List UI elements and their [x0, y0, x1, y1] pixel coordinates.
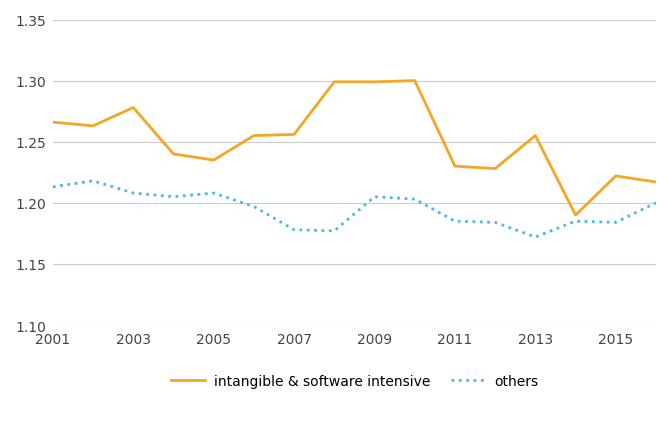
intangible & software intensive [370, 80, 378, 85]
intangible & software intensive [330, 80, 338, 85]
others [330, 229, 338, 234]
others [531, 235, 539, 240]
others [572, 219, 580, 224]
others [370, 194, 378, 200]
others [652, 201, 660, 206]
intangible & software intensive [531, 134, 539, 139]
others [290, 227, 298, 233]
intangible & software intensive [130, 105, 138, 111]
others [49, 185, 57, 190]
others [170, 194, 178, 200]
others [451, 219, 459, 224]
intangible & software intensive [49, 120, 57, 125]
intangible & software intensive [170, 152, 178, 157]
Line: others: others [53, 181, 656, 237]
others [89, 179, 97, 184]
others [250, 204, 258, 210]
intangible & software intensive [250, 134, 258, 139]
others [411, 197, 419, 202]
intangible & software intensive [652, 180, 660, 185]
intangible & software intensive [572, 213, 580, 218]
intangible & software intensive [89, 124, 97, 129]
others [209, 191, 217, 196]
intangible & software intensive [451, 164, 459, 169]
intangible & software intensive [491, 167, 499, 172]
Legend: intangible & software intensive, others: intangible & software intensive, others [165, 369, 544, 394]
intangible & software intensive [290, 132, 298, 138]
others [612, 220, 620, 225]
intangible & software intensive [612, 174, 620, 179]
Line: intangible & software intensive: intangible & software intensive [53, 82, 656, 216]
others [130, 191, 138, 196]
intangible & software intensive [209, 158, 217, 163]
intangible & software intensive [411, 79, 419, 84]
others [491, 220, 499, 225]
